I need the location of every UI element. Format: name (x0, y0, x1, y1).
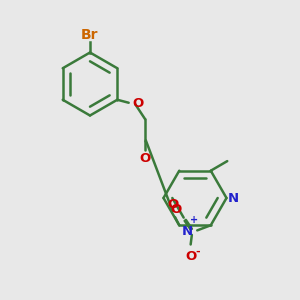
Text: O: O (140, 152, 151, 165)
Text: O: O (185, 250, 196, 263)
Text: O: O (167, 198, 178, 211)
Text: Br: Br (81, 28, 99, 42)
Text: O: O (170, 203, 182, 216)
Text: -: - (195, 247, 200, 257)
Text: +: + (190, 215, 198, 225)
Text: N: N (182, 225, 193, 239)
Text: O: O (132, 97, 143, 110)
Text: N: N (228, 191, 239, 205)
